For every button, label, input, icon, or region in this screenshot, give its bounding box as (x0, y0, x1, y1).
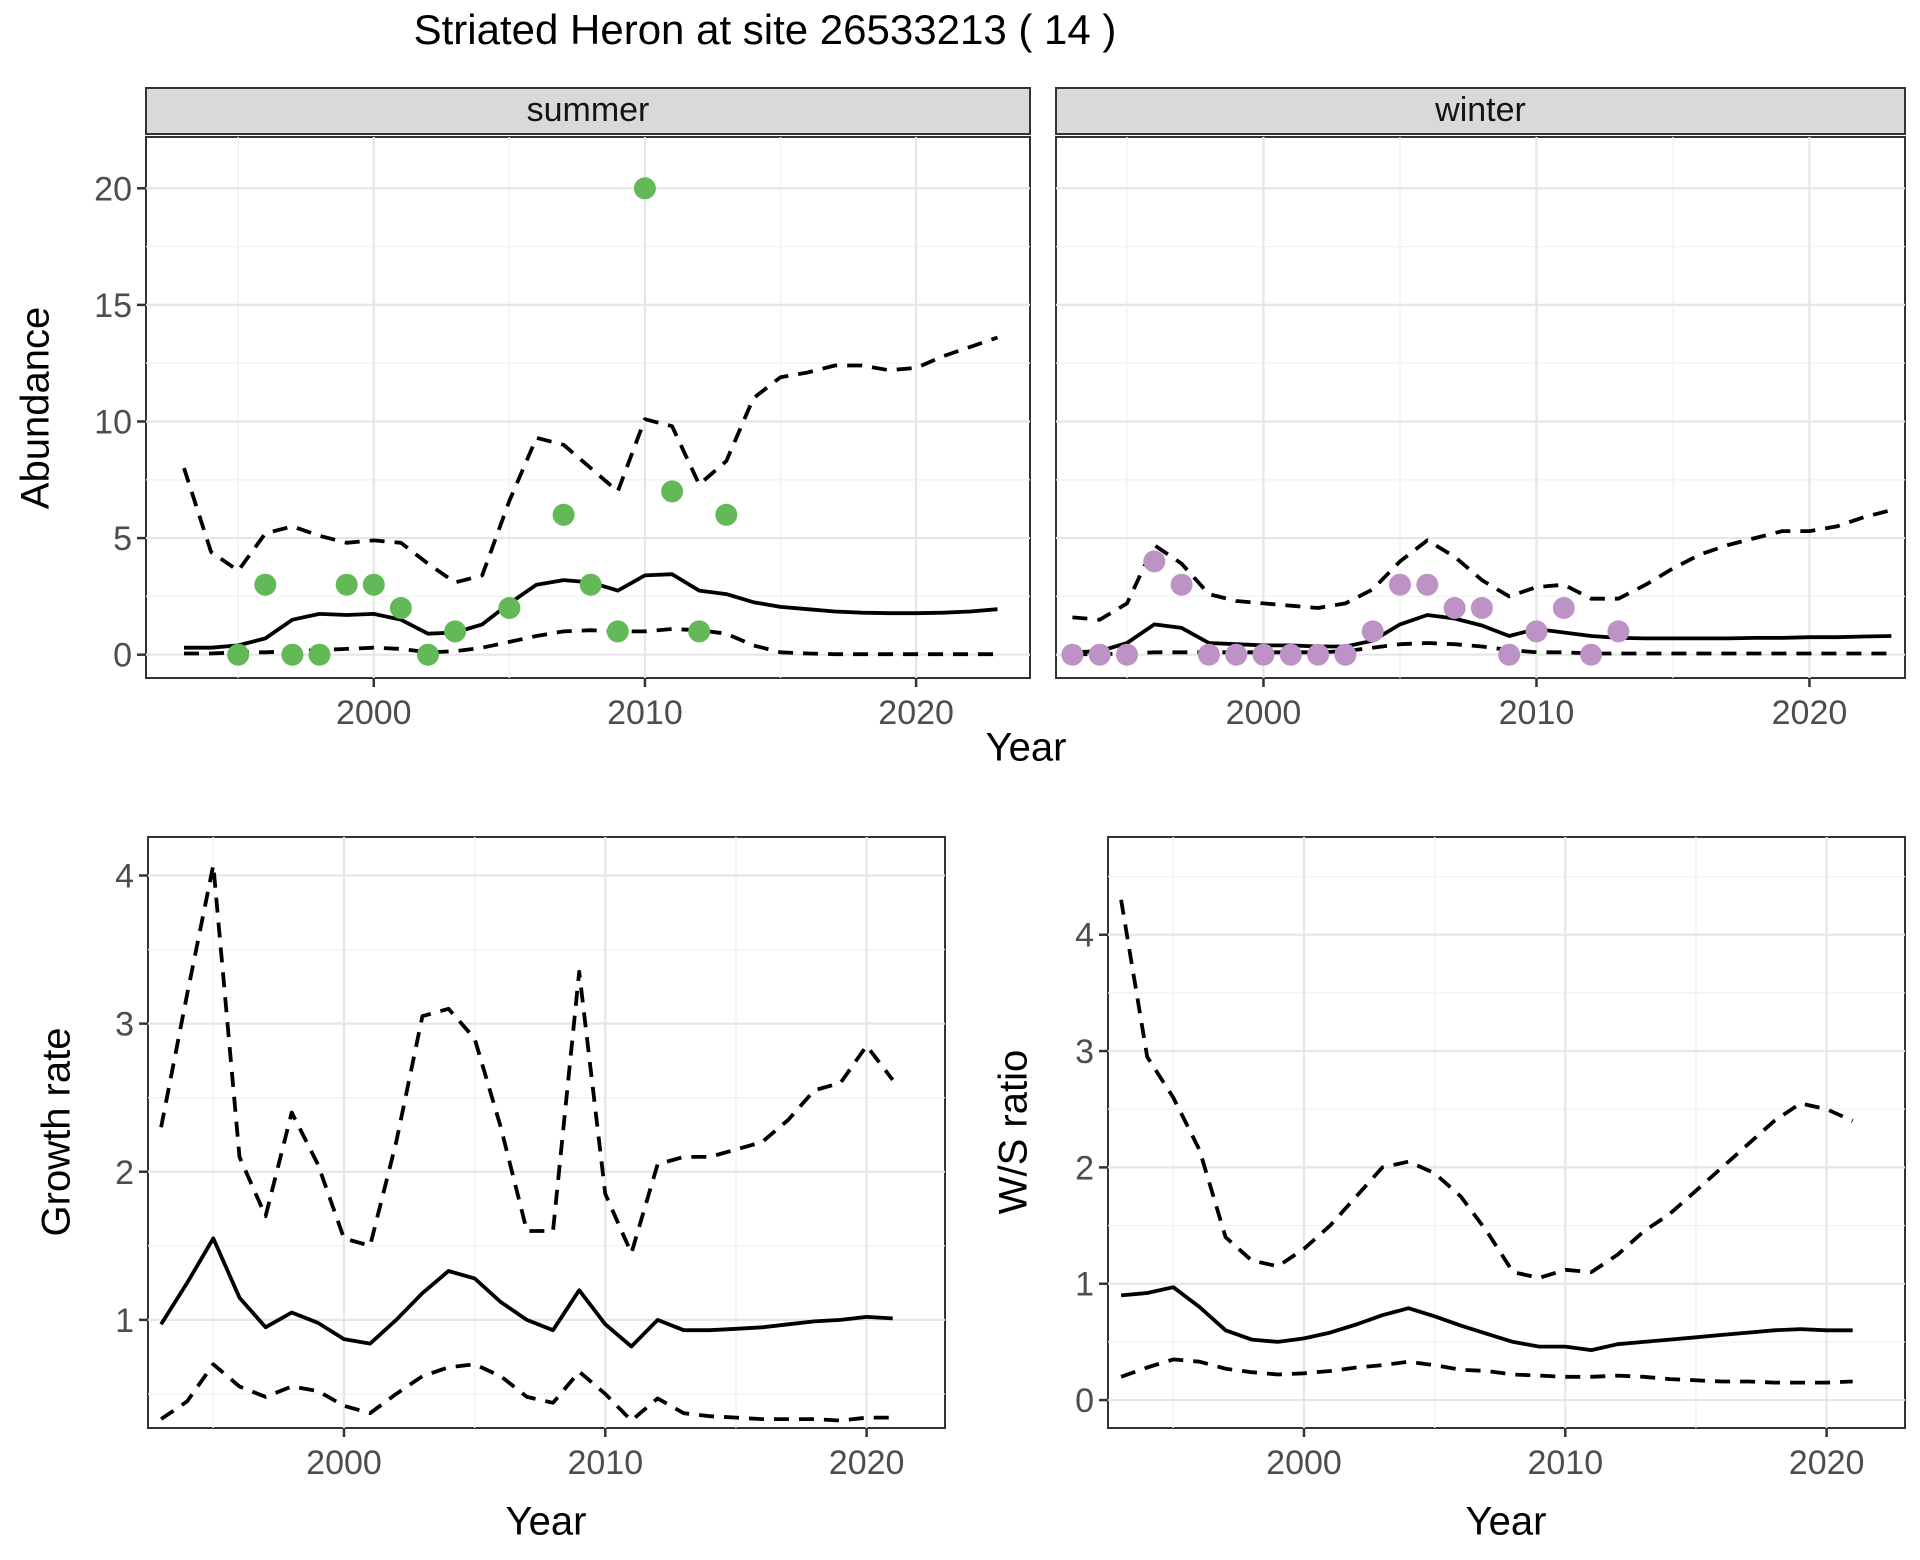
observation-point (1470, 597, 1493, 619)
observation-point (1552, 597, 1575, 619)
x-tick-label: 2010 (607, 694, 683, 732)
x-tick-label: 2000 (306, 1444, 382, 1482)
observation-point (1498, 643, 1521, 666)
ci-line-dashed (159, 863, 895, 1256)
x-tick-label: 2010 (1527, 1444, 1603, 1482)
observation-point (1143, 550, 1166, 573)
median-line (1120, 1285, 1853, 1352)
x-tick-label: 2020 (829, 1444, 905, 1482)
observation-point (606, 620, 629, 643)
ci-line-dashed (1119, 899, 1854, 1280)
x-tick-label: 2020 (1772, 694, 1848, 732)
y-tick-label: 3 (115, 1006, 134, 1044)
observation-point (417, 643, 439, 666)
x-tick-label: 2000 (336, 694, 412, 732)
y-tick-label: 4 (115, 858, 134, 896)
facet-label-summer: summer (527, 91, 650, 129)
y-tick-label: 5 (113, 520, 132, 558)
observation-point (1389, 573, 1411, 596)
observation-point (1197, 643, 1220, 666)
x-tick-label: 2000 (1226, 694, 1302, 732)
observation-point (1252, 643, 1275, 666)
panel-w-s-ratio: 2000 2010 2020 0 1 2 3 4 (1075, 836, 1906, 1482)
y-tick-label: 1 (115, 1302, 134, 1340)
y-tick-label: 10 (94, 403, 132, 441)
observation-point (1225, 643, 1248, 666)
observation-point (1607, 620, 1630, 643)
observation-point (579, 573, 602, 596)
observation-point (715, 503, 738, 526)
y-tick-label: 15 (94, 287, 132, 325)
x-tick-label: 2010 (1499, 694, 1575, 732)
observation-point (1334, 643, 1357, 666)
facet-strip-summer (145, 87, 1031, 135)
observation-point (1170, 573, 1193, 596)
panel-summer: summer 2000 2010 2020 0 5 10 15 20 (94, 87, 1031, 732)
observation-point (227, 643, 250, 666)
observation-point (1525, 620, 1548, 643)
ci-line-dashed (1072, 508, 1892, 622)
panel-growth-rate: 2000 2010 2020 1 2 3 4 (115, 836, 946, 1482)
ci-line-dashed (160, 1362, 893, 1423)
ws-ratio-x-axis-title: Year (1465, 1499, 1547, 1544)
facet-strip-winter (1055, 87, 1906, 135)
observation-point (362, 573, 385, 596)
observation-point (1307, 643, 1330, 666)
y-tick-label: 2 (1075, 1149, 1094, 1187)
observation-point (335, 573, 358, 596)
x-tick-label: 2020 (1789, 1444, 1865, 1482)
median-line (1072, 613, 1892, 655)
y-tick-label: 1 (1075, 1266, 1094, 1304)
observation-point (1116, 643, 1138, 666)
observation-point (254, 573, 277, 596)
observation-point (633, 177, 656, 200)
facet-label-winter: winter (1434, 91, 1526, 129)
x-tick-label: 2010 (567, 1444, 643, 1482)
figure-title: Striated Heron at site 26533213 ( 14 ) (413, 6, 1117, 53)
observation-point (1279, 643, 1302, 666)
y-tick-label: 4 (1075, 917, 1094, 955)
observation-point (1061, 643, 1084, 666)
observation-point (552, 503, 575, 526)
observation-point (308, 643, 331, 666)
y-tick-label: 20 (94, 170, 132, 208)
panel-background (147, 836, 946, 1429)
observation-point (498, 597, 521, 619)
x-tick-label: 2020 (878, 694, 954, 732)
abundance-x-axis-title: Year (985, 725, 1067, 770)
y-tick-label: 0 (1075, 1382, 1094, 1420)
observation-point (688, 620, 711, 643)
observation-point (661, 480, 684, 503)
observation-point (281, 643, 304, 666)
observation-point (1361, 620, 1384, 643)
y-tick-label: 2 (115, 1154, 134, 1192)
ci-line-dashed (1120, 1357, 1853, 1385)
x-tick-label: 2000 (1266, 1444, 1342, 1482)
y-tick-label: 3 (1075, 1033, 1094, 1071)
observation-point (444, 620, 467, 643)
panel-background (1055, 136, 1906, 679)
ci-line-dashed (182, 335, 999, 585)
median-line (159, 1236, 893, 1349)
observation-point (1088, 643, 1111, 666)
panel-winter: winter 2000 2010 2020 (1055, 87, 1906, 732)
observation-point (1416, 573, 1439, 596)
growth-rate-x-axis-title: Year (505, 1499, 587, 1544)
y-tick-label: 0 (113, 637, 132, 675)
observation-point (1443, 597, 1466, 619)
observation-point (1580, 643, 1603, 666)
observation-point (389, 597, 412, 619)
